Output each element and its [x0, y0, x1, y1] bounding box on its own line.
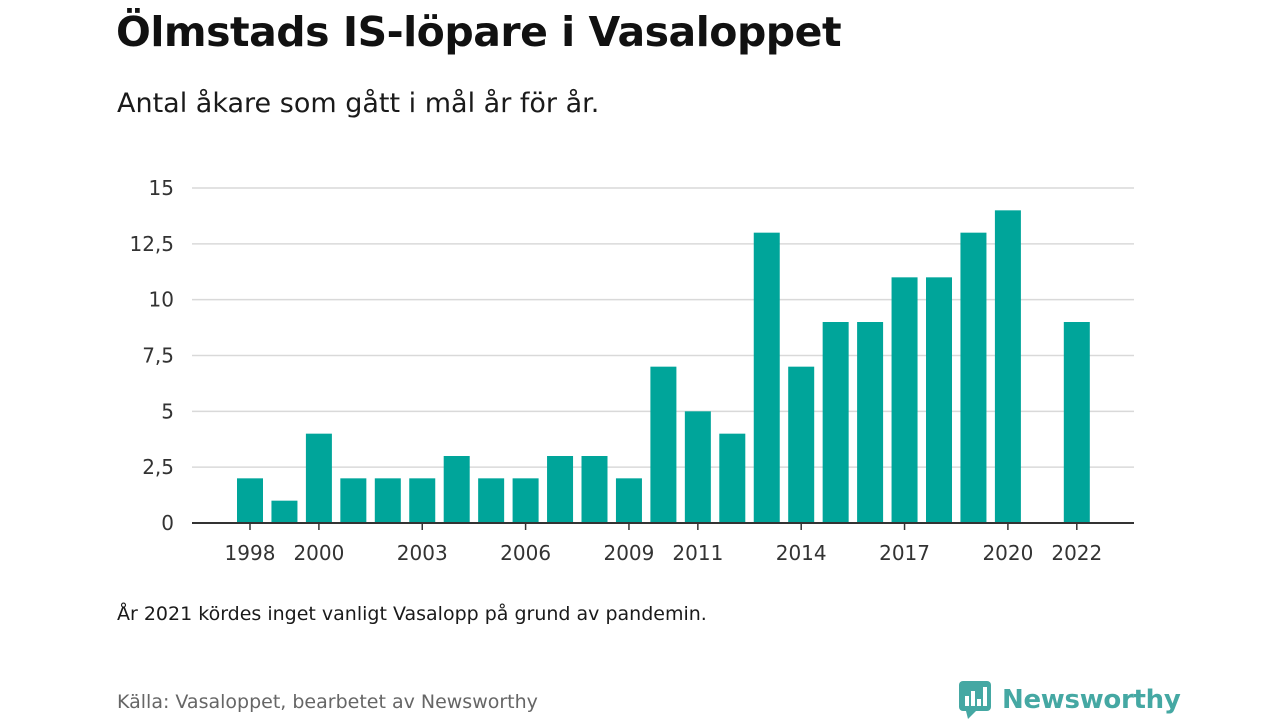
bar: [1063, 322, 1090, 523]
brand-logo: Newsworthy: [958, 680, 1181, 720]
bar-chart: 0 2,5 5 7,5 10 12,5 15 1998 2000 2003 2006 2009 2011…: [129, 176, 1134, 565]
bar: [409, 478, 436, 523]
bar: [891, 277, 918, 523]
brand-name: Newsworthy: [1002, 685, 1181, 715]
x-tick-label: 2022: [1051, 541, 1102, 565]
bar: [478, 478, 505, 523]
chart-subtitle: Antal åkare som gått i mål år för år.: [117, 88, 600, 119]
bar: [684, 411, 711, 523]
y-tick-label: 10: [149, 288, 174, 312]
chart-title: Ölmstads IS-löpare i Vasaloppet: [116, 8, 842, 56]
x-tick-label: 2003: [397, 541, 448, 565]
bar: [237, 478, 263, 523]
bar: [960, 232, 987, 523]
bar: [512, 478, 539, 523]
y-tick-label: 0: [161, 511, 174, 535]
x-tick-label: 2014: [776, 541, 827, 565]
x-tick-label: 2017: [879, 541, 930, 565]
y-tick-label: 7,5: [142, 344, 174, 368]
bar: [443, 456, 470, 523]
bar: [926, 277, 952, 523]
y-tick-label: 5: [161, 399, 174, 423]
x-tick-label: 1998: [225, 541, 276, 565]
bar: [994, 210, 1021, 524]
y-tick-label: 2,5: [142, 455, 174, 479]
bar: [857, 322, 884, 523]
bar: [822, 322, 849, 523]
x-tick-label: 2000: [293, 541, 344, 565]
bar: [615, 478, 642, 523]
x-tick-label: 2009: [603, 541, 654, 565]
bar: [788, 366, 815, 523]
bar: [374, 478, 401, 523]
bar: [547, 456, 574, 523]
x-tick-label: 2011: [672, 541, 723, 565]
bar: [650, 366, 677, 523]
source-text: Källa: Vasaloppet, bearbetet av Newswort…: [117, 691, 538, 713]
bar: [753, 232, 780, 523]
bar: [581, 456, 608, 523]
y-tick-label: 12,5: [129, 232, 174, 256]
newsworthy-logo-icon: [959, 681, 991, 719]
bar: [719, 433, 746, 523]
x-tick-label: 2006: [500, 541, 551, 565]
bar: [340, 478, 367, 523]
y-tick-label: 15: [149, 176, 174, 200]
bar: [305, 433, 332, 523]
x-tick-label: 2020: [982, 541, 1033, 565]
bar: [271, 500, 298, 523]
chart-note: År 2021 kördes inget vanligt Vasalopp på…: [117, 603, 707, 625]
